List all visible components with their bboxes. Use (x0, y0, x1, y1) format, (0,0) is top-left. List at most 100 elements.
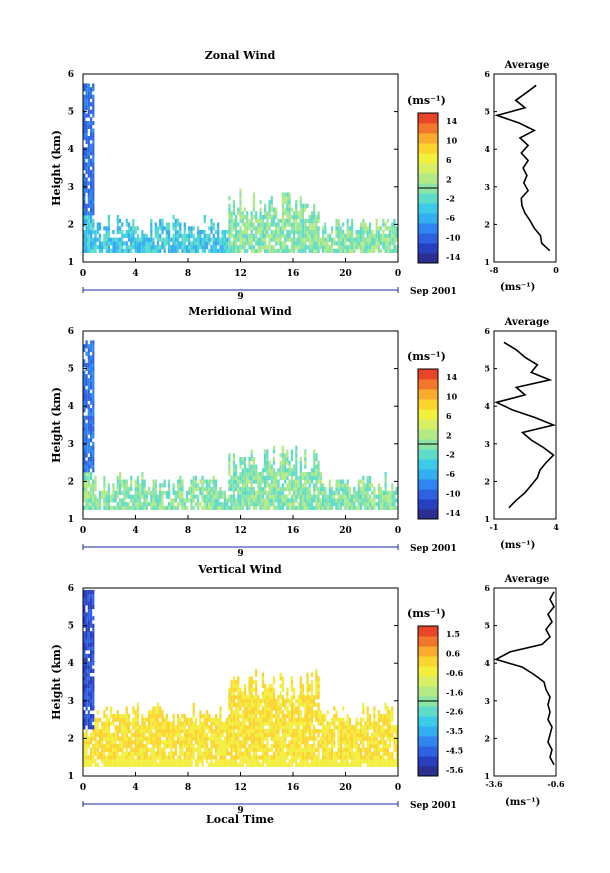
heatmap-cell (123, 762, 126, 767)
heatmap-cell (201, 230, 204, 235)
heatmap-cell (114, 747, 117, 752)
heatmap-cell (190, 762, 193, 767)
heatmap-cell (346, 218, 349, 223)
heatmap-cell (261, 721, 264, 726)
heatmap-cell (219, 487, 222, 492)
heatmap-cell (284, 222, 287, 227)
heatmap-cell (359, 494, 363, 499)
heatmap-cell (210, 725, 213, 730)
heatmap-cell (306, 218, 309, 223)
heatmap-cell (152, 505, 155, 510)
heatmap-cell (308, 729, 311, 734)
heatmap-cell (197, 759, 200, 764)
heatmap-cell (286, 237, 289, 242)
colorbar-swatch (418, 479, 438, 490)
heatmap-cell (92, 729, 95, 734)
heatmap-cell (315, 717, 318, 722)
heatmap-cell (275, 706, 278, 711)
heatmap-cell (306, 691, 309, 696)
heatmap-cell (317, 751, 320, 756)
heatmap-cell (342, 479, 345, 484)
colorbar-swatch (418, 253, 438, 264)
heatmap-cell (87, 226, 90, 231)
heatmap-cell (255, 744, 258, 749)
heatmap-cell (201, 740, 204, 745)
heatmap-cell (380, 237, 383, 242)
heatmap-cell (121, 751, 124, 756)
heatmap-cell (281, 502, 284, 507)
heatmap-cell (250, 248, 253, 253)
heatmap-cell (326, 505, 329, 510)
heatmap-cell (264, 505, 267, 510)
heatmap-cell (288, 479, 291, 484)
heatmap-cell (103, 494, 106, 499)
heatmap-cell (172, 740, 175, 745)
heatmap-cell (342, 755, 345, 760)
heatmap-cell (353, 732, 356, 737)
heatmap-cell (308, 687, 311, 692)
average-frame (493, 587, 557, 777)
heatmap-cell (339, 736, 343, 741)
heatmap-cell (261, 245, 264, 250)
heatmap-cell (295, 744, 298, 749)
heatmap-cell (342, 717, 345, 722)
heatmap-cell (364, 747, 367, 752)
heatmap-cell (83, 158, 86, 163)
heatmap-cell (344, 736, 347, 741)
heatmap-cell (284, 472, 287, 477)
heatmap-cell (304, 479, 307, 484)
heatmap-cell (92, 203, 95, 208)
heatmap-cell (344, 755, 347, 760)
heatmap-cell (295, 698, 298, 704)
heatmap-cell (90, 192, 93, 197)
heatmap-cell (308, 744, 311, 749)
heatmap-cell (243, 475, 247, 480)
heatmap-cell (279, 218, 282, 223)
heatmap-cell (145, 505, 148, 510)
heatmap-cell (290, 695, 293, 700)
heatmap-cell (116, 494, 119, 499)
heatmap-cell (355, 732, 358, 737)
heatmap-cell (322, 717, 325, 722)
heatmap-cell (284, 468, 287, 473)
heatmap-cell (261, 680, 264, 685)
heatmap-cell (101, 751, 104, 756)
heatmap-cell (210, 245, 213, 250)
heatmap-cell (90, 121, 93, 126)
heatmap-cell (145, 736, 148, 741)
heatmap-cell (208, 233, 211, 238)
heatmap-cell (297, 729, 300, 734)
heatmap-cell (92, 680, 95, 685)
heatmap-cell (156, 725, 160, 730)
heatmap-cell (353, 490, 356, 495)
heatmap-cell (85, 132, 88, 137)
heatmap-cell (123, 490, 126, 495)
heatmap-cell (270, 725, 273, 730)
heatmap-cell (90, 490, 93, 495)
heatmap-cell (272, 498, 276, 503)
heatmap-cell (248, 457, 251, 462)
heatmap-cell (241, 762, 244, 767)
heatmap-cell (259, 717, 262, 722)
heatmap-cell (295, 725, 298, 730)
heatmap-cell (257, 230, 260, 235)
heatmap-cell (190, 736, 193, 741)
heatmap-cell (223, 494, 226, 499)
heatmap-cell (279, 490, 282, 495)
heatmap-cell (371, 483, 374, 488)
heatmap-cell (288, 207, 291, 212)
heatmap-cell (266, 744, 269, 749)
heatmap-cell (197, 744, 200, 749)
heatmap-cell (161, 245, 164, 250)
heatmap-cell (335, 717, 338, 722)
heatmap-cell (90, 475, 93, 480)
heatmap-cell (214, 241, 218, 246)
heatmap-cell (266, 755, 269, 760)
heatmap-cell (293, 747, 296, 752)
heatmap-cell (319, 472, 322, 477)
heatmap-cell (308, 222, 311, 227)
heatmap-cell (355, 717, 358, 722)
heatmap-cell (199, 710, 202, 715)
heatmap-cell (87, 736, 90, 741)
